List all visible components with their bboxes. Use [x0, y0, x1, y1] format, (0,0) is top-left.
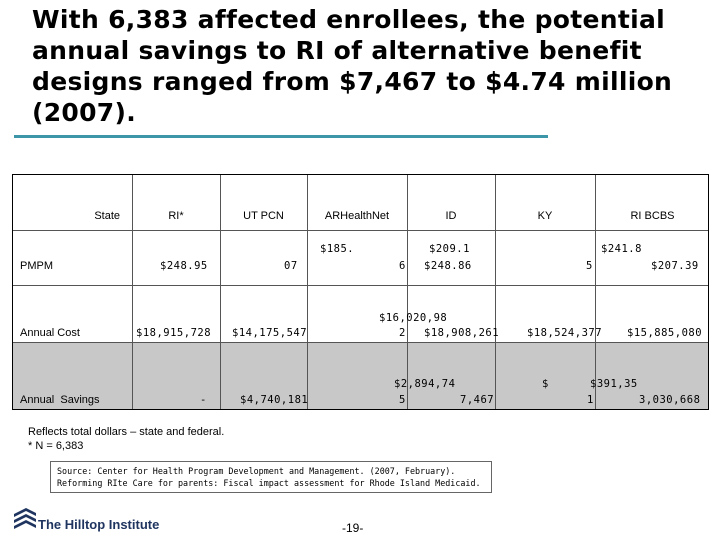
annual-cost-arhealthnet-line2: 2 [399, 327, 406, 339]
header-ky: KY [537, 210, 553, 222]
annual-savings-ky-line2: 1 [587, 394, 594, 406]
annual-cost-id: $18,908,261 [424, 327, 500, 339]
column-divider [307, 175, 308, 409]
row-divider [13, 285, 708, 286]
row-label-annual-cost: Annual Cost [20, 327, 80, 339]
footnote-total-dollars: Reflects total dollars – state and feder… [28, 426, 225, 438]
pmpm-arhealthnet-line2: 6 [399, 260, 406, 272]
source-line: Source: Center for Health Program Develo… [57, 466, 456, 476]
pmpm-ri-bcbs-line1: $241.8 [601, 243, 642, 255]
pmpm-ky: 5 [586, 260, 593, 272]
source-line: Reforming RIte Care for parents: Fiscal … [57, 478, 481, 488]
footnote-n: * N = 6,383 [28, 440, 84, 452]
header-id: ID [445, 210, 457, 222]
row-divider [13, 230, 708, 231]
column-divider [132, 175, 133, 409]
header-state: State [94, 210, 120, 222]
annual-savings-ky-line1: $391,35 [590, 378, 638, 390]
logo-text: The Hilltop Institute [38, 517, 160, 532]
header-ri-bcbs: RI BCBS [630, 210, 675, 222]
title-underline [14, 135, 548, 138]
annual-cost-ky: $18,524,377 [527, 327, 603, 339]
slide-title: With 6,383 affected enrollees, the poten… [32, 5, 673, 127]
annual-savings-id: 7,467 [460, 394, 495, 406]
annual-cost-ut-pcn: $14,175,547 [232, 327, 308, 339]
annual-savings-ky-dollar: $ [542, 378, 549, 390]
annual-savings-arhealthnet-line2: 5 [399, 394, 406, 406]
row-label-pmpm: PMPM [20, 260, 53, 272]
column-divider [407, 175, 408, 409]
row-divider [13, 342, 708, 343]
header-ri: RI* [168, 210, 184, 222]
annual-cost-ri: $18,915,728 [136, 327, 212, 339]
column-divider [220, 175, 221, 409]
pmpm-arhealthnet-line1: $185. [320, 243, 355, 255]
annual-savings-ri-bcbs: 3,030,668 [639, 394, 701, 406]
source-citation: Source: Center for Health Program Develo… [50, 461, 492, 493]
page-number: -19- [342, 521, 364, 535]
header-ut-pcn: UT PCN [243, 210, 284, 222]
pmpm-ri: $248.95 [160, 260, 208, 272]
pmpm-id-line2: $248.86 [424, 260, 472, 272]
pmpm-ut-pcn: 07 [284, 260, 298, 272]
annual-savings-ri: - [200, 394, 207, 406]
annual-savings-ut-pcn: $4,740,181 [240, 394, 309, 406]
pmpm-id-line1: $209.1 [429, 243, 470, 255]
annual-savings-arhealthnet-line1: $2,894,74 [394, 378, 456, 390]
savings-row-background [13, 342, 708, 409]
annual-cost-arhealthnet-line1: $16,020,98 [379, 312, 448, 324]
comparison-table: State RI* UT PCN ARHealthNet ID KY RI BC… [12, 174, 709, 410]
column-divider [595, 175, 596, 409]
column-divider [495, 175, 496, 409]
row-label-annual-savings: Annual Savings [20, 394, 100, 406]
pmpm-ri-bcbs-line2: $207.39 [651, 260, 699, 272]
hilltop-logo-icon [14, 508, 36, 529]
annual-cost-ri-bcbs: $15,885,080 [627, 327, 703, 339]
header-arhealthnet: ARHealthNet [324, 210, 390, 222]
